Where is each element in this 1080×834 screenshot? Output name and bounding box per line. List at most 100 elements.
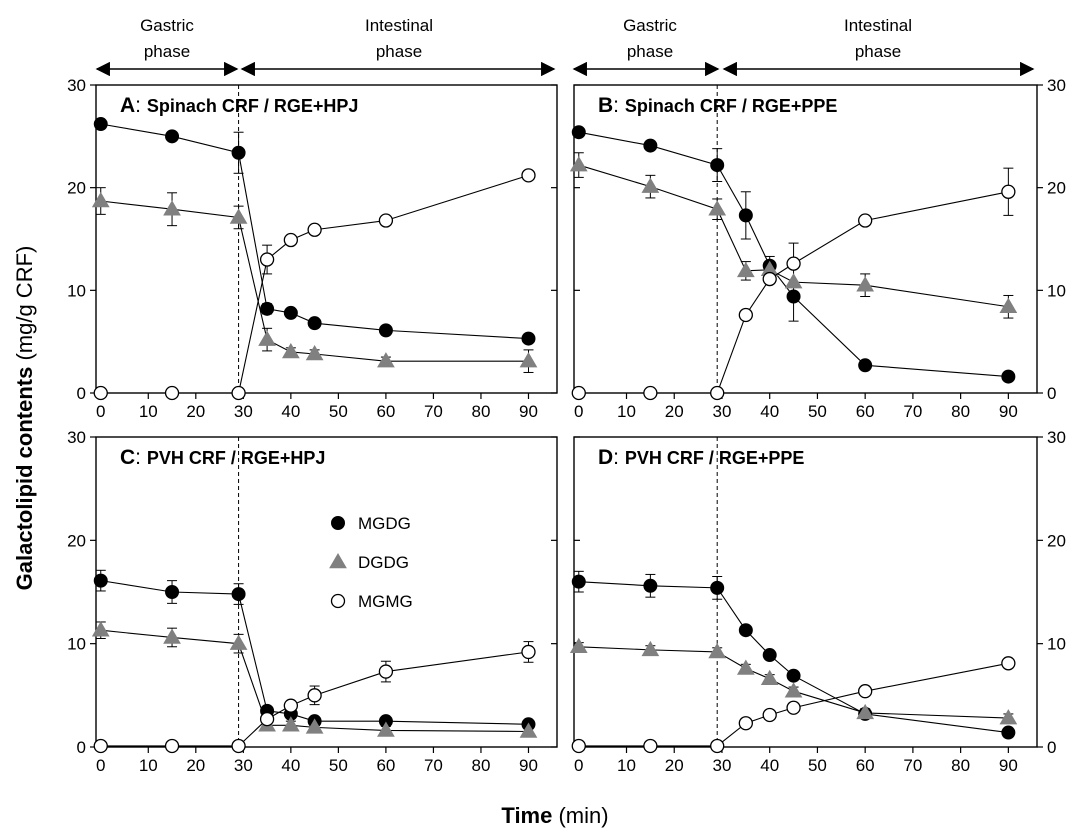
data-point-dgdg xyxy=(377,721,395,737)
legend-label: MGMG xyxy=(358,592,413,611)
series-line-mgdg xyxy=(578,131,1009,378)
series-line-dgdg xyxy=(100,629,529,733)
data-point-dgdg xyxy=(856,703,875,720)
legend-label: MGDG xyxy=(358,514,411,533)
series-line-mgmg xyxy=(100,651,529,747)
x-tick-label: 80 xyxy=(471,402,490,421)
x-tick-label: 50 xyxy=(329,402,348,421)
data-point-dgdg xyxy=(91,621,110,637)
data-point-mgmg xyxy=(786,256,801,271)
x-tick-label: 70 xyxy=(903,402,922,421)
panel-d: 0 10 20 30 40 50 60 70 80 90 0 10 20 30 D: PVH CRF / R… xyxy=(569,428,1066,775)
data-point-mgmg xyxy=(521,644,536,660)
panel-title: A: Spinach CRF / RGE+HPJ xyxy=(120,94,358,117)
panel-c-frame xyxy=(95,436,558,748)
x-tick-label: 20 xyxy=(186,756,205,775)
data-point-mgdg xyxy=(165,585,180,599)
x-tick-label: 20 xyxy=(665,402,684,421)
data-point-mgmg xyxy=(521,168,536,183)
data-point-mgmg xyxy=(571,385,586,401)
intestinal-phase-label-line2: phase xyxy=(376,42,422,61)
panel-title-text: Spinach CRF / RGE+PPE xyxy=(625,96,838,116)
x-tick-label: 70 xyxy=(424,402,443,421)
legend-item-mgmg: MGMG xyxy=(330,592,413,611)
phase-header-left: Gastric phase Intestinal phase xyxy=(95,16,556,77)
x-tick-label: 20 xyxy=(665,756,684,775)
data-point-mgdg xyxy=(165,129,180,144)
data-point-mgdg xyxy=(307,316,322,331)
data-point-dgdg xyxy=(784,273,803,289)
legend-marker-mgdg xyxy=(331,516,345,530)
y-axis-title-unit: (mg/g CRF) xyxy=(12,246,37,367)
data-point-mgdg xyxy=(378,323,393,338)
intestinal-phase-label-line1: Intestinal xyxy=(365,16,433,35)
panel-letter: A xyxy=(120,94,135,117)
x-tick-label: 20 xyxy=(186,402,205,421)
data-point-dgdg xyxy=(258,330,276,346)
panel-title: D: PVH CRF / RGE+PPE xyxy=(598,446,804,469)
data-point-dgdg xyxy=(708,200,727,216)
data-point-mgmg xyxy=(858,213,873,228)
data-point-mgmg xyxy=(710,738,725,754)
x-tick-label: 10 xyxy=(139,402,158,421)
y-tick-label: 0 xyxy=(1047,384,1056,403)
data-point-dgdg xyxy=(281,716,300,732)
x-tick-label: 0 xyxy=(96,756,105,775)
x-tick-label: 50 xyxy=(329,756,348,775)
x-tick-label: 40 xyxy=(760,402,779,421)
x-tick-label: 80 xyxy=(471,756,490,775)
data-point-mgdg xyxy=(1001,725,1016,740)
series-mgdg xyxy=(93,569,536,732)
series-line-dgdg xyxy=(578,164,1009,308)
legend-label: DGDG xyxy=(358,553,409,572)
y-tick-label: 30 xyxy=(1047,76,1066,95)
series-mgdg xyxy=(571,570,1016,740)
data-point-mgmg xyxy=(378,213,394,228)
data-point-mgmg xyxy=(378,664,394,679)
x-tick-label: 10 xyxy=(139,756,158,775)
data-point-mgmg xyxy=(762,707,777,723)
x-tick-label: 40 xyxy=(281,402,300,421)
series-mgdg xyxy=(93,117,536,346)
x-tick-label: 60 xyxy=(376,402,395,421)
data-point-mgdg xyxy=(231,587,246,602)
data-point-dgdg xyxy=(519,352,538,368)
x-tick-label: 10 xyxy=(617,756,636,775)
data-point-mgdg xyxy=(762,648,777,663)
series-line-mgmg xyxy=(578,662,1009,747)
data-point-dgdg xyxy=(760,669,779,686)
series-mgmg xyxy=(571,167,1016,401)
x-tick-label: 30 xyxy=(713,756,732,775)
data-point-mgdg xyxy=(738,208,753,223)
data-point-mgmg xyxy=(643,738,658,754)
x-tick-label: 60 xyxy=(856,402,875,421)
data-point-dgdg xyxy=(91,192,110,208)
data-point-mgmg xyxy=(710,385,725,401)
y-axis-title-bold: Galactolipid contents xyxy=(12,367,37,591)
panel-colon: : xyxy=(613,94,625,117)
x-tick-label: 0 xyxy=(574,402,583,421)
y-tick-label: 20 xyxy=(1047,179,1066,198)
legend-marker-mgmg xyxy=(330,593,346,609)
data-point-mgmg xyxy=(93,738,108,754)
x-tick-label: 0 xyxy=(574,756,583,775)
data-point-mgdg xyxy=(260,301,275,316)
x-tick-label: 90 xyxy=(999,402,1018,421)
data-point-dgdg xyxy=(519,722,538,738)
data-point-mgdg xyxy=(710,158,725,173)
data-point-mgdg xyxy=(571,574,586,589)
panel-title: C: PVH CRF / RGE+HPJ xyxy=(120,446,325,469)
data-point-mgdg xyxy=(738,623,753,638)
data-point-mgmg xyxy=(738,307,753,323)
data-point-dgdg xyxy=(163,628,181,644)
y-tick-label: 30 xyxy=(1047,428,1066,447)
y-tick-label: 30 xyxy=(67,428,86,447)
data-point-dgdg xyxy=(736,659,755,675)
legend-marker-dgdg xyxy=(329,553,347,569)
data-point-mgmg xyxy=(1001,184,1016,199)
data-point-mgdg xyxy=(93,117,108,132)
data-point-mgmg xyxy=(762,271,777,287)
data-point-mgmg xyxy=(307,688,322,703)
gastric-phase-label-line2-right: phase xyxy=(627,42,673,61)
